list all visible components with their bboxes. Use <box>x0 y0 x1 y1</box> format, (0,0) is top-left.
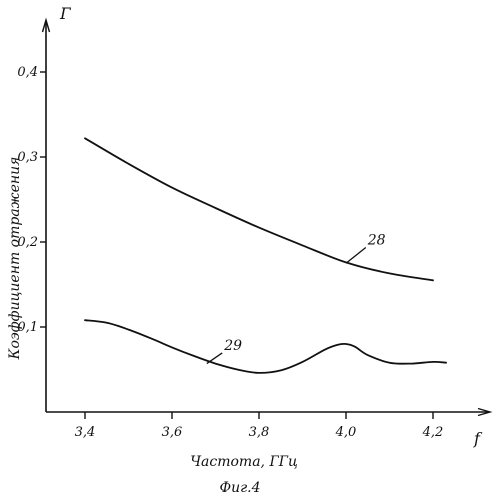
tick-labels: 3,4 3,6 3,8 4,0 4,2 0,1 0,2 0,3 0,4 <box>17 65 443 440</box>
y-axis-symbol: Г <box>59 4 72 23</box>
leader-line-29 <box>206 352 223 365</box>
x-tick-label-0: 3,4 <box>75 425 96 440</box>
axes <box>41 17 493 417</box>
tick-marks <box>40 71 434 419</box>
leader-line-28 <box>345 247 367 264</box>
y-tick-label-0: 0,1 <box>17 320 38 335</box>
x-tick-label-2: 3,8 <box>249 425 270 440</box>
x-tick-label-4: 4,2 <box>422 425 444 440</box>
y-tick-label-1: 0,2 <box>17 235 38 250</box>
annotations: 28 29 <box>206 233 386 365</box>
y-tick-label-2: 0,3 <box>17 150 38 165</box>
series-line-29 <box>84 319 447 374</box>
curve-label-29: 29 <box>223 338 242 354</box>
series-lines <box>84 137 447 374</box>
y-tick-label-3: 0,4 <box>17 65 38 80</box>
y-axis-arrow <box>41 17 51 33</box>
curve-label-28: 28 <box>367 233 386 249</box>
figure-caption: Фиг.4 <box>219 480 260 496</box>
x-axis-arrow <box>477 407 493 417</box>
x-axis-title: Частота, ГГц <box>190 454 298 470</box>
x-tick-label-3: 4,0 <box>335 425 357 440</box>
y-axis-title: Коэффициент отражения <box>7 157 23 361</box>
series-line-28 <box>84 137 434 282</box>
x-tick-label-1: 3,6 <box>162 425 183 440</box>
x-axis-symbol: f <box>473 429 483 448</box>
